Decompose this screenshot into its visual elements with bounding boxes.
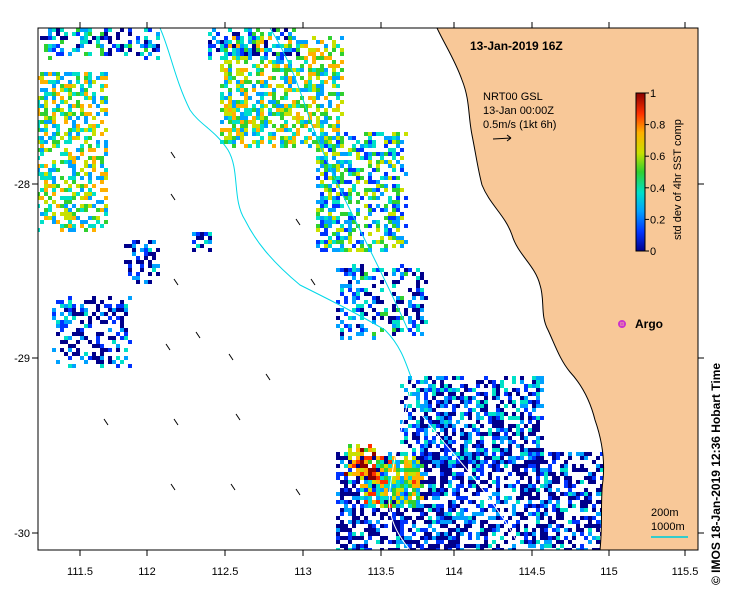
y-tick-label: -30: [14, 528, 30, 540]
x-tick-label: 112: [138, 566, 156, 578]
colorbar-tick-label: 0.2: [650, 214, 665, 226]
y-tick-label: -28: [14, 179, 30, 191]
x-tick-label: 111.5: [67, 566, 93, 578]
imos-credit: © IMOS 18-Jan-2019 12:36 Hobart Time: [709, 285, 729, 585]
product-label: NRT00 GSL: [483, 91, 543, 103]
y-tick-label: -29: [14, 353, 30, 365]
colorbar: [636, 93, 645, 251]
x-tick-label: 115.5: [672, 566, 699, 578]
product-date: 13-Jan 00:00Z: [483, 105, 554, 117]
colorbar-tick-label: 1: [650, 88, 656, 100]
map-title: 13-Jan-2019 16Z: [470, 39, 563, 53]
x-tick-label: 114.5: [519, 566, 546, 578]
colorbar-label: std dev of 4hr SST comp: [672, 119, 684, 240]
colorbar-tick-label: 0: [650, 246, 656, 258]
x-tick-label: 113.5: [368, 566, 395, 578]
argo-label: Argo: [635, 317, 663, 331]
colorbar-tick-label: 0.4: [650, 183, 665, 195]
argo-marker[interactable]: [618, 320, 626, 328]
x-tick-label: 114: [445, 566, 463, 578]
x-tick-label: 113: [294, 566, 312, 578]
colorbar-tick-label: 0.8: [650, 120, 665, 132]
x-tick-label: 115: [600, 566, 618, 578]
vector-scale-label: 0.5m/s (1kt 6h): [483, 119, 556, 131]
scale-label-200m: 200m: [651, 507, 679, 519]
scale-label-1000m: 1000m: [651, 521, 685, 533]
x-tick-label: 112.5: [212, 566, 239, 578]
colorbar-tick-label: 0.6: [650, 151, 665, 163]
